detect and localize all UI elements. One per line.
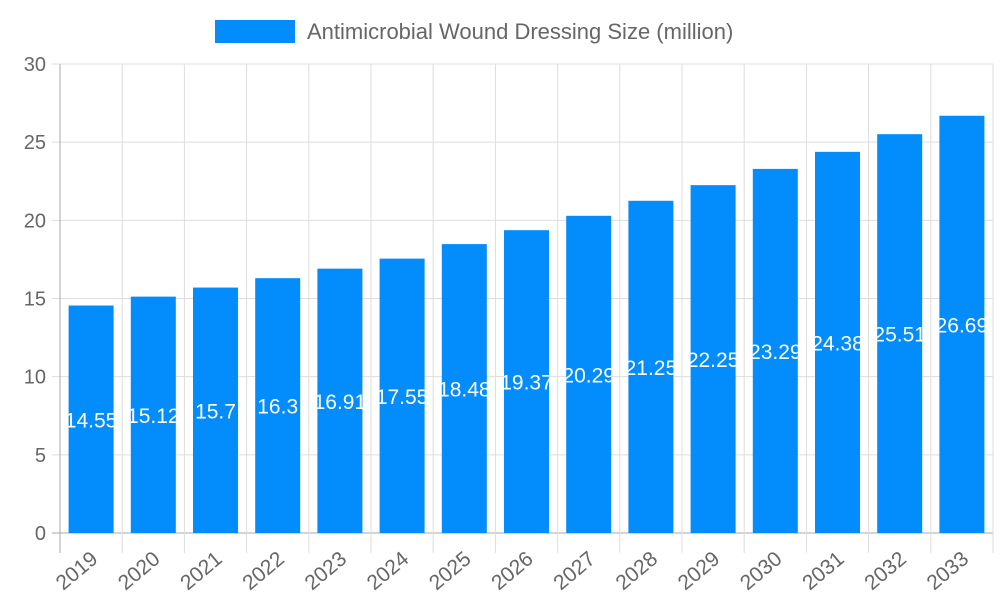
x-tick-label: 2033 xyxy=(923,547,974,595)
x-tick-label: 2021 xyxy=(176,547,227,595)
bar-data-label: 15.12 xyxy=(127,405,180,428)
bar xyxy=(690,185,736,534)
x-tick-label: 2019 xyxy=(52,547,103,595)
bar xyxy=(504,230,549,534)
y-tick-label: 30 xyxy=(24,54,46,76)
bar xyxy=(752,168,798,534)
bar xyxy=(255,278,301,533)
y-tick-label: 20 xyxy=(24,210,46,232)
x-tick-label: 2022 xyxy=(238,547,289,595)
y-tick-label: 5 xyxy=(35,445,46,467)
x-tick-label: 2029 xyxy=(674,547,725,595)
bar-data-label: 26.69 xyxy=(936,314,989,337)
bar-data-label: 20.29 xyxy=(562,364,615,387)
bar xyxy=(130,296,176,533)
bar xyxy=(815,151,860,534)
legend[interactable]: Antimicrobial Wound Dressing Size (milli… xyxy=(215,19,733,44)
bar-data-label: 23.29 xyxy=(749,341,802,364)
y-tick-label: 0 xyxy=(35,523,46,545)
bar-data-label: 16.91 xyxy=(314,391,367,414)
y-tick-label: 25 xyxy=(24,132,46,154)
x-tick-label: 2023 xyxy=(301,547,352,595)
bar xyxy=(193,287,238,533)
bar-data-label: 16.3 xyxy=(257,396,298,419)
bar-data-label: 14.55 xyxy=(65,409,118,432)
bar-data-label: 24.38 xyxy=(811,332,864,355)
grid xyxy=(52,63,994,553)
bar xyxy=(441,244,487,533)
bar-data-label: 19.37 xyxy=(500,372,553,395)
x-tick-label: 2028 xyxy=(612,547,663,595)
bar xyxy=(379,258,425,533)
x-tick-label: 2032 xyxy=(860,547,911,595)
bar xyxy=(566,215,612,533)
y-tick-label: 10 xyxy=(24,367,46,389)
bar xyxy=(317,268,363,533)
x-tick-label: 2025 xyxy=(425,547,476,595)
x-tick-label: 2030 xyxy=(736,547,787,595)
bar xyxy=(877,134,923,533)
x-tick-label: 2020 xyxy=(114,547,165,595)
bar-data-label: 25.51 xyxy=(873,324,926,347)
legend-label: Antimicrobial Wound Dressing Size (milli… xyxy=(307,19,733,44)
x-tick-label: 2026 xyxy=(487,547,538,595)
bar xyxy=(68,305,114,533)
bar-data-label: 22.25 xyxy=(687,349,740,372)
x-tick-label: 2024 xyxy=(363,547,414,595)
x-tick-label: 2031 xyxy=(798,547,849,595)
bar-data-label: 15.7 xyxy=(195,400,236,423)
x-tick-label: 2027 xyxy=(549,547,600,595)
bar xyxy=(628,200,674,533)
bar-data-label: 18.48 xyxy=(438,379,491,402)
legend-swatch xyxy=(215,20,295,43)
bar-data-label: 17.55 xyxy=(376,386,429,409)
bars: 14.55 15.12 15.7 16.3 16.91 17.55 18.48 19.37 20… xyxy=(65,115,989,534)
bar xyxy=(939,115,985,533)
y-tick-label: 15 xyxy=(24,289,46,311)
bar-data-label: 21.25 xyxy=(625,357,678,380)
